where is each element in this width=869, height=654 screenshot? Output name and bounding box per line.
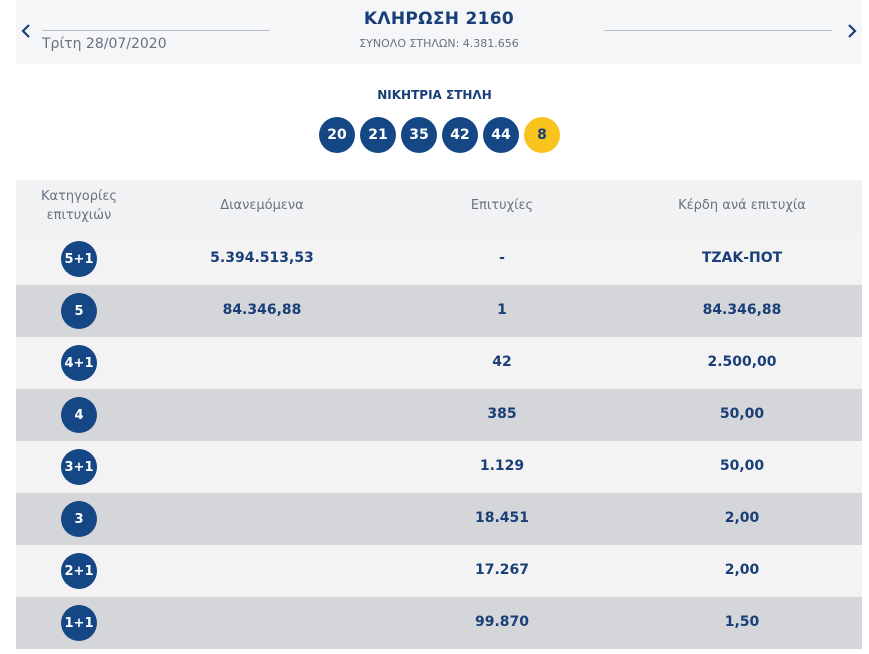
chevron-right-icon — [848, 24, 857, 38]
table-row: 2+1 17.267 2,00 — [16, 545, 862, 597]
prize-value: 84.346,88 — [702, 302, 782, 318]
category-badge: 3+1 — [61, 449, 97, 485]
wins-value: 385 — [487, 406, 517, 422]
prize-value: ΤΖΑΚ-ΠΟΤ — [701, 250, 783, 266]
winning-ball: 21 — [360, 117, 396, 153]
header-category-line2: επιτυχιών — [46, 208, 112, 223]
wins-value: 42 — [492, 354, 512, 370]
category-badge: 2+1 — [61, 553, 97, 589]
distributed-value: 5.394.513,53 — [210, 250, 314, 266]
category-badge: 5 — [61, 293, 97, 329]
winning-ball: 44 — [483, 117, 519, 153]
category-badge: 3 — [61, 501, 97, 537]
total-columns: ΣΥΝΟΛΟ ΣΤΗΛΩΝ: 4.381.656 — [359, 37, 519, 50]
table-row: 1+1 99.870 1,50 — [16, 597, 862, 649]
prize-value: 1,50 — [724, 614, 760, 630]
wins-value: 17.267 — [474, 562, 530, 578]
wins-value: 99.870 — [474, 614, 530, 630]
table-row: 4+1 42 2.500,00 — [16, 337, 862, 389]
table-row: 5 84.346,88 1 84.346,88 — [16, 285, 862, 337]
wins-value: - — [499, 250, 505, 266]
prize-value: 2.500,00 — [707, 354, 777, 370]
prize-value: 2,00 — [724, 562, 760, 578]
category-badge: 5+1 — [61, 241, 97, 277]
distributed-value: 84.346,88 — [222, 302, 302, 318]
bonus-ball: 8 — [524, 117, 560, 153]
table-row: 5+1 5.394.513,53 - ΤΖΑΚ-ΠΟΤ — [16, 233, 862, 285]
category-badge: 1+1 — [61, 605, 97, 641]
draw-title: ΚΛΗΡΩΣΗ 2160 — [363, 9, 515, 29]
header-prize: Κέρδη ανά επιτυχία — [678, 198, 806, 213]
wins-value: 1 — [497, 302, 507, 318]
winning-ball: 42 — [442, 117, 478, 153]
previous-draw-button[interactable] — [16, 18, 36, 44]
winning-numbers: 20 21 35 42 44 8 — [319, 117, 560, 153]
header-category-line1: Κατηγορίες — [40, 189, 118, 204]
category-badge: 4 — [61, 397, 97, 433]
header-divider-left — [42, 30, 270, 31]
next-draw-button[interactable] — [842, 18, 862, 44]
wins-value: 1.129 — [479, 458, 525, 474]
prize-value: 2,00 — [724, 510, 760, 526]
winning-column-label: ΝΙΚΗΤΡΙΑ ΣΤΗΛΗ — [377, 88, 492, 102]
prize-value: 50,00 — [719, 406, 765, 422]
draw-date: Τρίτη 28/07/2020 — [42, 36, 167, 52]
header-divider-right — [604, 30, 832, 31]
table-row: 3+1 1.129 50,00 — [16, 441, 862, 493]
category-badge: 4+1 — [61, 345, 97, 381]
prize-value: 50,00 — [719, 458, 765, 474]
winning-ball: 20 — [319, 117, 355, 153]
header-category: Κατηγορίες επιτυχιών — [16, 187, 142, 225]
table-header: Κατηγορίες επιτυχιών Διανεμόμενα Επιτυχί… — [16, 180, 862, 233]
table-row: 3 18.451 2,00 — [16, 493, 862, 545]
header-wins: Επιτυχίες — [470, 198, 534, 213]
wins-value: 18.451 — [474, 510, 530, 526]
draw-header: Τρίτη 28/07/2020 ΚΛΗΡΩΣΗ 2160 ΣΥΝΟΛΟ ΣΤΗ… — [16, 0, 862, 64]
prize-table: Κατηγορίες επιτυχιών Διανεμόμενα Επιτυχί… — [16, 180, 862, 649]
winning-ball: 35 — [401, 117, 437, 153]
table-row: 4 385 50,00 — [16, 389, 862, 441]
chevron-left-icon — [21, 24, 30, 38]
header-distributed: Διανεμόμενα — [220, 198, 304, 213]
